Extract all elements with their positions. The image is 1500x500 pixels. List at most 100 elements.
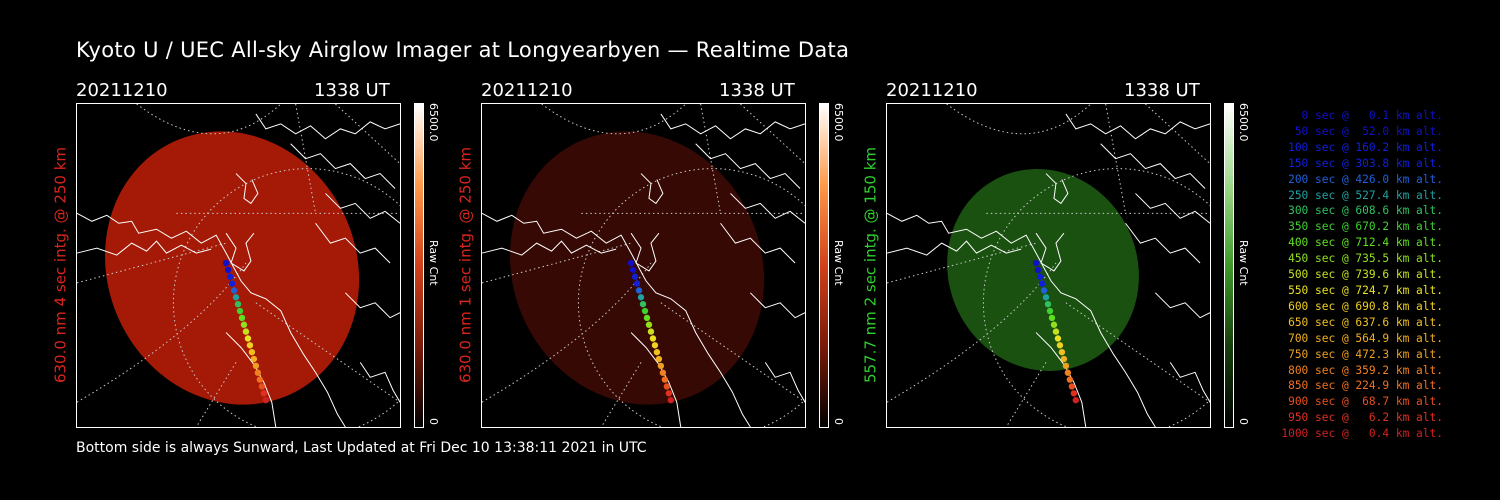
trajectory-point bbox=[639, 300, 647, 308]
footer-status: Bottom side is always Sunward, Last Upda… bbox=[76, 440, 647, 456]
trajectory-point bbox=[629, 266, 637, 274]
trajectory-point bbox=[659, 369, 667, 376]
trajectory-point bbox=[252, 362, 260, 370]
trajectory-point bbox=[1052, 328, 1060, 335]
trajectory-point bbox=[627, 259, 635, 267]
trajectory-point bbox=[1072, 396, 1080, 404]
airglow-field bbox=[947, 168, 1139, 371]
colorbar bbox=[414, 103, 424, 428]
trajectory-point bbox=[1042, 294, 1050, 301]
legend-row: 350 sec @ 670.2 km alt. bbox=[1281, 220, 1443, 234]
trajectory-point bbox=[1070, 390, 1078, 397]
colorbar-max-label: 6500.0 bbox=[832, 103, 845, 142]
panel-side-label: 630.0 nm 1 sec intg. @ 250 km bbox=[456, 146, 475, 384]
legend-row: 1000 sec @ 0.4 km alt. bbox=[1281, 427, 1443, 441]
trajectory-point bbox=[1032, 259, 1040, 267]
trajectory-point bbox=[655, 355, 663, 363]
legend-row: 750 sec @ 472.3 km alt. bbox=[1281, 347, 1443, 361]
legend-row: 0 sec @ 0.1 km alt. bbox=[1281, 109, 1443, 122]
trajectory-point bbox=[647, 328, 655, 335]
trajectory-point bbox=[248, 348, 256, 356]
allsky-image bbox=[481, 103, 806, 428]
trajectory-point bbox=[228, 280, 236, 287]
legend-row: 600 sec @ 690.8 km alt. bbox=[1281, 299, 1443, 313]
trajectory-point bbox=[254, 369, 262, 376]
colorbar-max-label: 6500.0 bbox=[427, 103, 440, 142]
allsky-map bbox=[482, 104, 805, 427]
legend-row: 400 sec @ 712.4 km alt. bbox=[1281, 236, 1443, 250]
legend-row: 900 sec @ 68.7 km alt. bbox=[1281, 395, 1443, 409]
legend-row: 450 sec @ 735.5 km alt. bbox=[1281, 252, 1443, 266]
legend-row: 700 sec @ 564.9 km alt. bbox=[1281, 331, 1443, 345]
legend-row: 800 sec @ 359.2 km alt. bbox=[1281, 363, 1443, 377]
legend-row: 100 sec @ 160.2 km alt. bbox=[1281, 140, 1443, 154]
colorbar-unit-label: Raw Cnt bbox=[832, 240, 845, 286]
trajectory-point bbox=[643, 314, 651, 322]
legend-row: 850 sec @ 224.9 km alt. bbox=[1281, 379, 1443, 393]
legend-row: 150 sec @ 303.8 km alt. bbox=[1281, 156, 1443, 170]
airglow-field bbox=[510, 131, 765, 405]
trajectory-point bbox=[1064, 369, 1072, 376]
trajectory-point bbox=[657, 362, 665, 370]
legend-row: 650 sec @ 637.6 km alt. bbox=[1281, 315, 1443, 329]
airglow-field bbox=[105, 131, 360, 405]
trajectory-point bbox=[1036, 273, 1044, 280]
allsky-image bbox=[886, 103, 1211, 428]
trajectory-point bbox=[1054, 335, 1062, 342]
trajectory-point bbox=[234, 300, 242, 308]
trajectory-point bbox=[1034, 266, 1042, 274]
trajectory-point bbox=[637, 294, 645, 301]
trajectory-point bbox=[635, 287, 643, 294]
trajectory-point bbox=[633, 280, 641, 287]
panel-time: 1338 UT bbox=[314, 80, 390, 101]
colorbar-min-label: 0 bbox=[832, 418, 845, 425]
trajectory-point bbox=[260, 390, 268, 397]
trajectory-point bbox=[649, 335, 657, 342]
legend-row: 550 sec @ 724.7 km alt. bbox=[1281, 283, 1443, 297]
colorbar-min-label: 0 bbox=[427, 418, 440, 425]
trajectory-point bbox=[667, 396, 675, 404]
panel-side-label: 557.7 nm 2 sec intg. @ 150 km bbox=[861, 146, 880, 384]
trajectory-point bbox=[663, 383, 671, 390]
colorbar-unit-label: Raw Cnt bbox=[427, 240, 440, 286]
page-title: Kyoto U / UEC All-sky Airglow Imager at … bbox=[76, 38, 850, 62]
trajectory-point bbox=[641, 307, 649, 315]
panel-time: 1338 UT bbox=[719, 80, 795, 101]
allsky-image bbox=[76, 103, 401, 428]
trajectory-point bbox=[246, 342, 254, 349]
legend-row: 300 sec @ 608.6 km alt. bbox=[1281, 204, 1443, 218]
trajectory-point bbox=[238, 314, 246, 322]
legend-row: 50 sec @ 52.0 km alt. bbox=[1281, 124, 1443, 138]
trajectory-point bbox=[1068, 383, 1076, 390]
trajectory-point bbox=[631, 273, 639, 280]
legend-row: 950 sec @ 6.2 km alt. bbox=[1281, 411, 1443, 425]
legend-row: 200 sec @ 426.0 km alt. bbox=[1281, 172, 1443, 186]
trajectory-point bbox=[236, 307, 244, 315]
panel-side-label: 630.0 nm 4 sec intg. @ 250 km bbox=[51, 146, 70, 384]
colorbar-max-label: 6500.0 bbox=[1237, 103, 1250, 142]
allsky-map bbox=[77, 104, 400, 427]
trajectory-point bbox=[665, 390, 673, 397]
trajectory-point bbox=[1060, 355, 1068, 363]
colorbar-unit-label: Raw Cnt bbox=[1237, 240, 1250, 286]
colorbar bbox=[1224, 103, 1234, 428]
colorbar-min-label: 0 bbox=[1237, 418, 1250, 425]
trajectory-point bbox=[240, 321, 248, 328]
trajectory-point bbox=[1044, 300, 1052, 308]
trajectory-point bbox=[262, 396, 270, 404]
panel-time: 1338 UT bbox=[1124, 80, 1200, 101]
trajectory-point bbox=[653, 348, 661, 356]
trajectory-point bbox=[224, 266, 232, 274]
trajectory-point bbox=[645, 321, 653, 328]
trajectory-point bbox=[222, 259, 230, 267]
trajectory-point bbox=[1038, 280, 1046, 287]
trajectory-point bbox=[661, 376, 669, 383]
trajectory-point bbox=[230, 287, 238, 294]
legend-row: 250 sec @ 527.4 km alt. bbox=[1281, 188, 1443, 202]
trajectory-point bbox=[1040, 287, 1048, 294]
trajectory-point bbox=[250, 355, 258, 363]
trajectory-point bbox=[244, 335, 252, 342]
colorbar bbox=[819, 103, 829, 428]
trajectory-point bbox=[1050, 321, 1058, 328]
trajectory-point bbox=[256, 376, 264, 383]
